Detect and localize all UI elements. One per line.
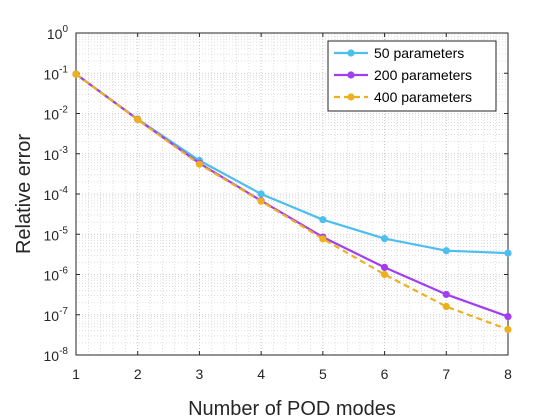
legend-marker	[347, 71, 355, 79]
data-point	[380, 270, 389, 279]
data-point	[504, 249, 512, 257]
data-point	[380, 234, 389, 243]
x-tick-label: 8	[504, 366, 512, 382]
y-tick-label: 10-7	[44, 306, 69, 324]
y-tick-label: 100	[47, 24, 69, 42]
series-3	[72, 70, 512, 334]
legend: 50 parameters 200 parameters 400 parameter…	[327, 40, 497, 112]
y-tick-label: 10-1	[44, 64, 69, 82]
legend-entry: 200 parameters	[334, 67, 472, 83]
data-point	[257, 197, 265, 205]
x-tick-label: 6	[381, 366, 389, 382]
data-point	[72, 70, 80, 78]
data-point	[504, 325, 512, 334]
y-tick-label: 10-2	[44, 105, 69, 123]
data-point	[195, 160, 204, 168]
legend-marker	[347, 49, 355, 57]
data-point	[442, 247, 450, 255]
legend-marker	[347, 93, 355, 101]
x-tick-label: 5	[319, 366, 327, 382]
legend-entry: 50 parameters	[334, 45, 464, 61]
axis-ticks: 1 2 3 4 5 6 7 8 10-8 10-7 10-6 10-5 10-4 10-3 10-2 10-1…	[44, 24, 513, 382]
y-tick-label: 10-3	[44, 145, 69, 163]
data-point	[319, 235, 327, 243]
series-group	[72, 70, 512, 334]
x-axis-title: Number of POD modes	[188, 398, 396, 420]
legend-label: 200 parameters	[374, 67, 472, 83]
y-tick-label: 10-8	[44, 346, 69, 364]
y-axis-title: Relative error	[13, 134, 35, 254]
x-tick-label: 4	[257, 366, 265, 382]
y-tick-label: 10-6	[44, 266, 69, 284]
data-point	[504, 312, 512, 321]
x-tick-label: 2	[134, 366, 142, 382]
y-tick-label: 10-5	[44, 225, 69, 243]
x-tick-label: 7	[442, 366, 450, 382]
y-tick-label: 10-4	[44, 185, 69, 203]
data-point	[380, 263, 389, 272]
data-point	[442, 302, 450, 311]
legend-entry: 400 parameters	[334, 89, 472, 105]
x-tick-label: 3	[196, 366, 204, 382]
data-point	[319, 216, 327, 224]
legend-label: 400 parameters	[374, 89, 472, 105]
legend-label: 50 parameters	[374, 45, 464, 61]
data-point	[134, 116, 142, 124]
grid	[76, 33, 508, 355]
data-point	[257, 190, 265, 198]
data-point	[442, 290, 450, 299]
series-line	[75, 73, 509, 331]
x-tick-label: 1	[72, 366, 80, 382]
